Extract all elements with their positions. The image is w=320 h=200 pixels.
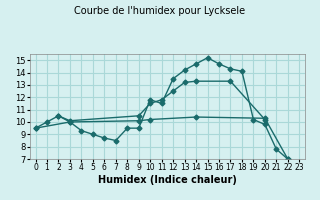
X-axis label: Humidex (Indice chaleur): Humidex (Indice chaleur) [98, 175, 237, 185]
Text: Courbe de l'humidex pour Lycksele: Courbe de l'humidex pour Lycksele [75, 6, 245, 16]
